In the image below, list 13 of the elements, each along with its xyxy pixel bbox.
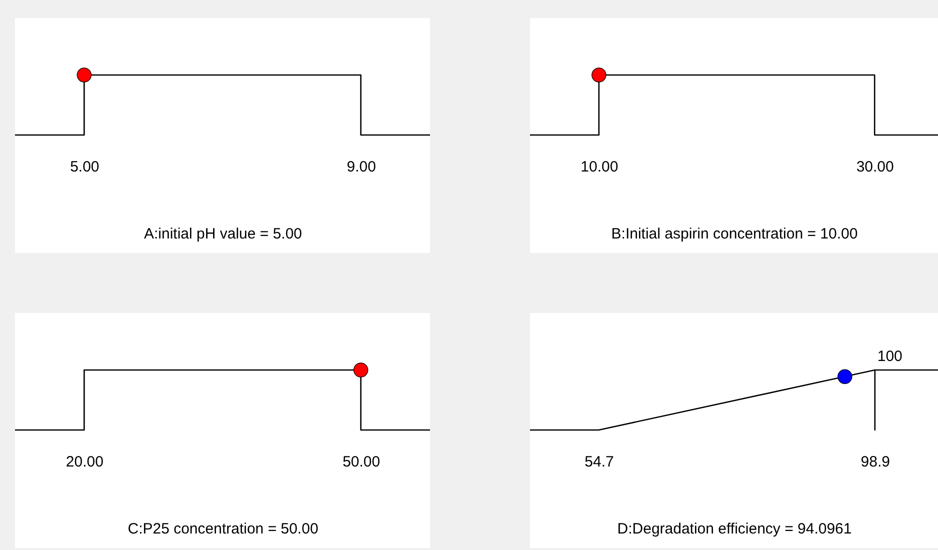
x-tick-label: 9.00 [346,158,376,176]
x-tick-label: 10.00 [580,158,618,176]
x-tick-label: 5.00 [70,158,100,176]
x-axis-title: B:Initial aspirin concentration = 10.00 [611,226,858,242]
x-axis-title: C:P25 concentration = 50.00 [128,520,318,538]
annotation: 100 [877,348,902,365]
x-tick-label: 30.00 [856,158,894,176]
x-tick-label: 98.9 [860,454,890,470]
x-tick-label: 54.7 [584,454,614,470]
x-tick-label: 20.00 [66,454,104,470]
x-axis-title: A:initial pH value = 5.00 [144,226,302,242]
x-tick-label: 50.00 [342,454,380,470]
x-axis-title: D:Degradation efficiency = 94.0961 [617,520,852,538]
